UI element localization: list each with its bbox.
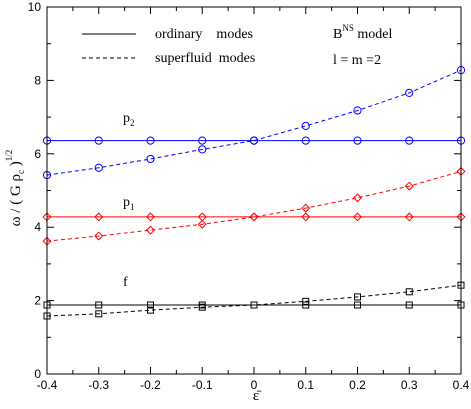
point-f-superfluid: [250, 301, 258, 309]
y-title-sub: c: [16, 170, 26, 174]
plot-frame: [46, 6, 462, 375]
point-p1-ordinary: [145, 212, 156, 222]
point-f-superfluid: [198, 303, 206, 311]
y-tick-label: 4: [34, 220, 41, 234]
point-p2-ordinary: [353, 136, 362, 145]
point-p2-superfluid: [405, 88, 414, 97]
x-tick-label: -0.1: [192, 378, 213, 392]
point-p1-superfluid: [249, 212, 259, 222]
point-f-ordinary: [354, 301, 361, 309]
series-line-f-superfluid: [46, 284, 462, 317]
point-f-ordinary: [95, 301, 103, 309]
point-p1-superfluid: [197, 219, 207, 229]
y-title-sup: 1/2: [4, 150, 14, 162]
y-tick-label: 6: [34, 147, 41, 161]
x-tick-label: -0.3: [88, 378, 109, 392]
y-tick-label: 2: [34, 294, 41, 308]
point-p2-ordinary: [146, 136, 155, 145]
point-p2-ordinary: [405, 136, 414, 145]
point-f-ordinary: [147, 301, 154, 309]
point-f-ordinary: [405, 301, 413, 309]
x-tick-label: 0.3: [401, 378, 418, 392]
x-tick-label: 0.4: [453, 378, 470, 392]
p1-main: p: [123, 195, 130, 210]
x-tick-label: -0.2: [140, 378, 161, 392]
point-p2-superfluid: [353, 106, 362, 115]
y-tick-label: 0: [34, 367, 41, 381]
model-main: B: [333, 27, 342, 42]
point-p2-superfluid: [301, 121, 310, 131]
series-layer: [42, 66, 466, 320]
model-sup: NS: [342, 23, 354, 33]
x-tick-label: -0.4: [37, 378, 58, 392]
y-tick-label: 10: [28, 0, 42, 14]
series-line-p1-superfluid: [46, 170, 462, 242]
point-p2-superfluid: [94, 163, 103, 172]
y-axis-title: ω / ( G ρc )1/2: [4, 150, 26, 227]
series-line-p2-superfluid: [46, 69, 462, 176]
f-label: f: [123, 275, 128, 290]
legend: ordinary modes superfluid modes: [82, 27, 255, 66]
point-p2-ordinary: [94, 136, 103, 145]
model-rest: model: [354, 27, 393, 42]
y-tick-label: 8: [34, 73, 41, 87]
point-f-superfluid: [354, 293, 361, 301]
lm-label: l = m =2: [333, 53, 381, 68]
p2-label: p2: [123, 111, 135, 128]
legend-label-ordinary: ordinary modes: [155, 27, 253, 42]
point-p1-superfluid: [352, 193, 363, 203]
point-f-ordinary: [302, 301, 310, 309]
point-p2-superfluid: [146, 154, 155, 164]
x-tick-label: 0.1: [297, 378, 314, 392]
point-p1-ordinary: [404, 212, 414, 222]
point-p1-ordinary: [94, 212, 104, 222]
p1-label: p1: [123, 195, 135, 212]
point-p2-superfluid: [198, 145, 207, 154]
point-p2-ordinary: [198, 136, 207, 145]
point-f-superfluid: [95, 310, 103, 318]
point-p1-superfluid: [404, 181, 414, 191]
point-f-superfluid: [405, 288, 413, 296]
point-p1-superfluid: [301, 203, 311, 213]
y-title-main: ω / ( G ρ: [8, 174, 24, 226]
point-f-superfluid: [147, 306, 154, 314]
point-p1-ordinary: [352, 212, 363, 222]
model-label: BNS model: [333, 23, 392, 42]
p2-sub: 2: [130, 118, 135, 128]
point-p1-ordinary: [301, 212, 311, 222]
point-p1-superfluid: [145, 225, 156, 235]
x-axis-title: ε̄: [253, 388, 262, 404]
point-p1-superfluid: [94, 231, 104, 241]
p2-main: p: [123, 111, 130, 126]
x-tick-label: 0.2: [349, 378, 366, 392]
p1-sub: 1: [130, 202, 135, 212]
model-annotation: BNS model l = m =2: [333, 23, 392, 68]
x-tick-label: 0: [251, 378, 258, 392]
y-title-close: ): [8, 161, 24, 170]
legend-label-superfluid: superfluid modes: [155, 51, 255, 66]
ticks-layer: -0.4 -0.3 -0.2 -0.1 0 0.1 0.2 0.3 0.4 0 2 4 6 8 10: [28, 0, 470, 392]
point-p2-superfluid: [249, 136, 259, 145]
point-p2-ordinary: [301, 136, 310, 145]
point-f-superfluid: [302, 297, 310, 305]
